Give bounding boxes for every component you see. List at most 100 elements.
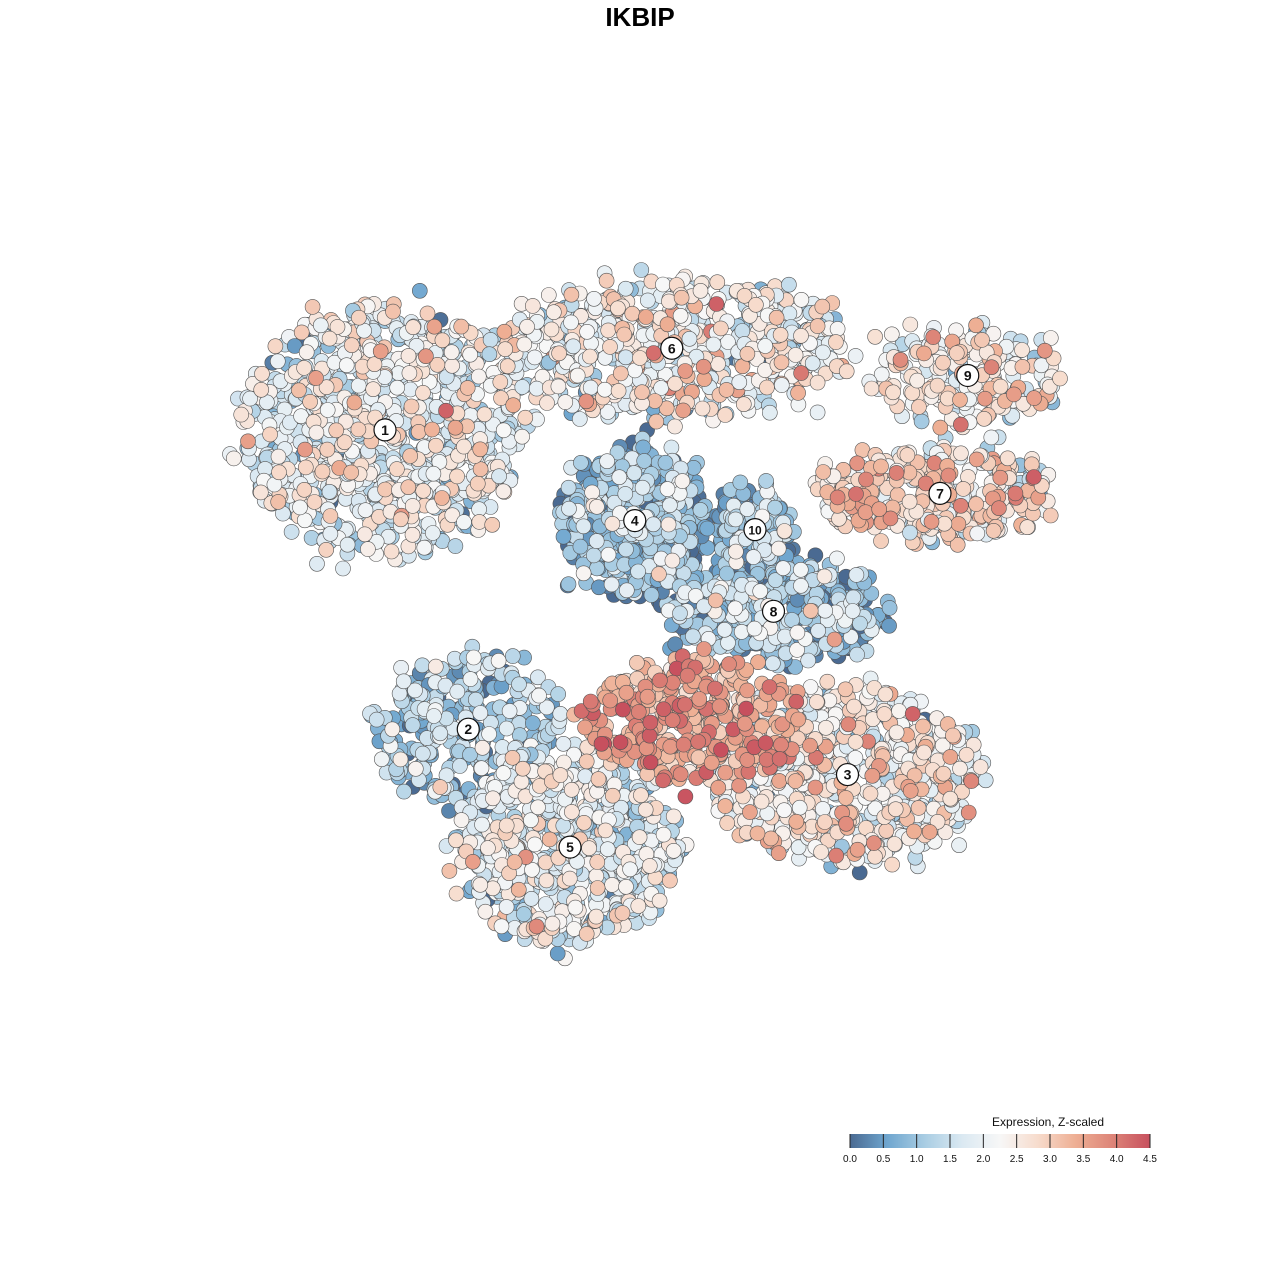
- cell-point: [844, 603, 861, 619]
- cell-point: [745, 549, 762, 565]
- cell-point: [530, 799, 546, 816]
- cell-point: [484, 516, 501, 533]
- cell-point: [538, 872, 555, 889]
- cell-point: [916, 345, 932, 362]
- cell-point: [528, 380, 545, 397]
- cell-point: [705, 336, 722, 353]
- cell-point: [942, 790, 959, 807]
- cell-point: [829, 550, 845, 567]
- cell-point: [495, 422, 512, 439]
- cell-point: [877, 686, 894, 703]
- cell-point: [350, 377, 367, 394]
- cell-point: [498, 720, 515, 737]
- cell-point: [746, 620, 763, 637]
- cell-point: [563, 314, 579, 331]
- cell-point: [814, 298, 831, 315]
- cell-point: [603, 576, 620, 593]
- cell-point: [765, 655, 781, 672]
- cell-point: [550, 378, 567, 395]
- cell-point: [510, 881, 527, 898]
- cell-point: [641, 858, 658, 874]
- cell-point: [501, 703, 518, 719]
- cell-point: [719, 815, 736, 831]
- cell-point: [563, 804, 580, 820]
- cell-point: [254, 365, 270, 382]
- cell-point: [660, 516, 677, 533]
- cell-point: [392, 751, 409, 768]
- cell-point: [492, 374, 509, 390]
- cell-point: [453, 318, 470, 335]
- cell-point: [578, 753, 595, 770]
- cell-point: [561, 500, 577, 517]
- cell-point: [911, 399, 927, 415]
- cell-point: [565, 338, 582, 355]
- cell-point: [538, 699, 555, 716]
- cell-point: [758, 473, 774, 489]
- cell-point: [338, 357, 355, 374]
- cell-point: [306, 494, 323, 510]
- cell-point: [563, 286, 580, 303]
- cell-point: [809, 404, 826, 421]
- cell-point: [411, 282, 428, 299]
- cell-point: [873, 533, 889, 549]
- cell-point: [526, 349, 543, 366]
- cell-point: [906, 823, 922, 840]
- cell-point: [862, 785, 879, 802]
- cell-point: [472, 705, 489, 721]
- cell-point: [576, 814, 592, 831]
- cell-point: [883, 326, 900, 343]
- cell-point: [617, 486, 634, 502]
- cell-point: [672, 307, 689, 324]
- cell-point: [291, 382, 307, 399]
- cell-point: [283, 524, 300, 540]
- cell-point: [618, 541, 634, 558]
- cell-point: [356, 526, 373, 543]
- cell-point: [716, 621, 733, 638]
- cell-point: [515, 906, 532, 922]
- cell-point: [511, 676, 527, 693]
- cell-point: [365, 381, 382, 398]
- cell-point: [876, 706, 893, 722]
- cell-point: [523, 812, 539, 829]
- cell-point: [969, 525, 986, 542]
- cell-point: [432, 725, 449, 742]
- cell-point: [480, 840, 496, 856]
- cell-point: [837, 790, 854, 806]
- cell-point: [441, 863, 458, 879]
- cell-point: [582, 379, 599, 396]
- cell-point: [1014, 358, 1031, 375]
- cell-point: [887, 801, 904, 818]
- cell-point: [400, 348, 417, 364]
- cell-point: [400, 479, 417, 496]
- cell-point: [589, 854, 606, 870]
- cell-point: [322, 508, 339, 524]
- cell-point: [773, 377, 790, 393]
- cell-point: [226, 450, 242, 467]
- cell-point: [791, 799, 808, 816]
- cell-point: [447, 419, 464, 436]
- cell-point: [589, 560, 605, 577]
- cell-point: [469, 475, 486, 492]
- cell-point: [572, 538, 589, 555]
- cell-point: [303, 530, 320, 546]
- cell-point: [465, 853, 481, 870]
- cell-point: [840, 716, 857, 733]
- cell-point: [692, 502, 709, 518]
- cell-point: [727, 511, 744, 528]
- cell-point: [240, 433, 256, 450]
- cell-point: [952, 391, 968, 408]
- cell-point: [709, 274, 726, 291]
- cell-point: [485, 790, 501, 807]
- cell-point: [718, 382, 735, 398]
- cell-point: [616, 326, 633, 343]
- cell-point: [793, 291, 810, 308]
- cell-point: [752, 583, 769, 600]
- cell-point: [847, 348, 864, 364]
- cell-point: [902, 316, 919, 333]
- cell-point: [793, 327, 809, 344]
- cell-point: [555, 528, 572, 545]
- cell-point: [560, 479, 577, 496]
- cell-point: [867, 328, 883, 345]
- cell-point: [453, 812, 470, 828]
- cell-point: [491, 468, 507, 485]
